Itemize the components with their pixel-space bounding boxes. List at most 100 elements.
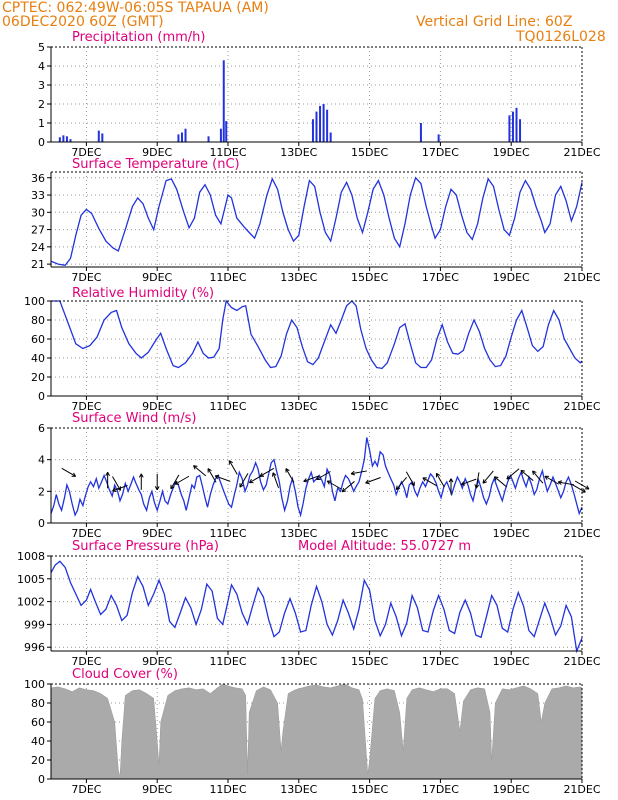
x-tick-label: 15DEC [351, 527, 388, 540]
cloud-area [50, 683, 583, 780]
x-tick-label: 11DEC [209, 655, 246, 668]
precip-bar [97, 130, 100, 142]
temp-title: Surface Temperature (nC) [72, 157, 240, 172]
precip-bar [177, 134, 180, 142]
precip-bar [311, 119, 314, 142]
y-tick-label: 80 [31, 314, 45, 327]
precip-bar [515, 107, 518, 142]
wind-arrow [544, 475, 560, 485]
wind-arrow [170, 474, 180, 490]
wind-arrow [422, 477, 437, 487]
rh-series-line [51, 299, 583, 370]
wind-arrow [557, 480, 575, 486]
wind-arrow [532, 470, 544, 484]
header-model-id: TQ0126L028 [515, 29, 606, 45]
wind-arrow [474, 472, 480, 489]
x-tick-label: 17DEC [422, 527, 459, 540]
x-tick-label: 13DEC [280, 655, 317, 668]
x-tick-label: 19DEC [493, 783, 530, 796]
wind-series-line [50, 437, 583, 518]
wind-arrow [207, 468, 217, 483]
x-tick-label: 7DEC [71, 271, 101, 284]
y-tick-label: 2 [38, 98, 45, 111]
y-tick-label: 6 [38, 422, 45, 435]
precip-bar [222, 60, 225, 142]
y-tick-label: 100 [24, 678, 45, 691]
wind-arrow [214, 474, 231, 482]
wind-panel: 0 2 4 6 7DEC 9DEC 11DEC 13DEC 15DEC 17DEC 19DEC 21D… [38, 411, 601, 540]
wind-arrow [174, 475, 190, 485]
pressure-panel: 996 999 1002 1005 1008 7DEC 9DEC 11DEC 13DEC 15DE… [17, 539, 601, 668]
x-tick-label: 21DEC [563, 655, 600, 668]
x-tick-label: 9DEC [142, 527, 172, 540]
wind-arrow [365, 477, 381, 485]
y-tick-label: 40 [31, 352, 45, 365]
precip-title: Precipitation (mm/h) [72, 30, 205, 45]
y-tick-label: 3 [38, 79, 45, 92]
x-tick-label: 13DEC [280, 783, 317, 796]
x-tick-label: 15DEC [351, 783, 388, 796]
y-tick-label: 40 [31, 735, 45, 748]
wind-arrow [460, 478, 477, 486]
y-tick-label: 60 [31, 716, 45, 729]
y-tick-label: 0 [38, 136, 45, 149]
temp-series-line [50, 176, 583, 267]
wind-arrow [154, 473, 160, 491]
wind-arrow [493, 476, 508, 488]
temp-panel: 21 24 27 30 33 36 7DEC 9DEC 11DEC 13DEC 15DEC 17DEC… [31, 157, 601, 284]
precip-bar [225, 121, 228, 142]
precip-bar [519, 119, 522, 142]
x-tick-label: 21DEC [563, 400, 600, 413]
precip-bar [207, 136, 210, 142]
cloud-title: Cloud Cover (%) [72, 667, 178, 682]
x-tick-label: 19DEC [493, 271, 530, 284]
y-tick-label: 4 [38, 454, 45, 467]
wind-arrow [316, 471, 331, 480]
model-altitude-label: Model Altitude: 55.0727 m [298, 539, 471, 554]
wind-title: Surface Wind (m/s) [72, 411, 196, 426]
x-tick-label: 17DEC [422, 400, 459, 413]
y-tick-label: 0 [38, 517, 45, 530]
wind-arrow [285, 468, 295, 483]
wind-arrow [303, 475, 319, 483]
x-tick-label: 17DEC [422, 783, 459, 796]
wind-arrow [61, 467, 77, 477]
pressure-series-line [50, 560, 583, 654]
wind-arrow [482, 470, 494, 484]
x-tick-label: 7DEC [71, 400, 101, 413]
wind-arrow [259, 467, 275, 477]
header-run-date: 06DEC2020 60Z (GMT) [2, 14, 164, 30]
x-tick-label: 13DEC [280, 527, 317, 540]
y-tick-label: 20 [31, 754, 45, 767]
precip-bar [101, 133, 104, 142]
x-tick-label: 17DEC [422, 271, 459, 284]
x-tick-label: 11DEC [209, 400, 246, 413]
precip-bar [511, 111, 514, 142]
rh-panel: 0 20 40 60 80 100 7DEC 9DEC 11DEC 13DEC 15DEC 17DEC… [24, 286, 601, 413]
y-tick-label: 20 [31, 371, 45, 384]
x-tick-label: 17DEC [422, 146, 459, 159]
y-tick-label: 4 [38, 60, 45, 73]
x-tick-label: 13DEC [280, 400, 317, 413]
x-tick-label: 11DEC [209, 783, 246, 796]
precip-bar [184, 128, 187, 142]
y-tick-label: 1 [38, 117, 45, 130]
wind-arrow [405, 471, 415, 487]
wind-arrow [326, 480, 342, 490]
x-tick-label: 19DEC [493, 527, 530, 540]
wind-arrow [448, 478, 454, 495]
x-tick-label: 19DEC [493, 655, 530, 668]
x-tick-label: 7DEC [71, 527, 101, 540]
y-tick-label: 24 [31, 241, 45, 254]
y-tick-label: 33 [31, 189, 45, 202]
x-tick-label: 15DEC [351, 400, 388, 413]
x-tick-label: 7DEC [71, 146, 101, 159]
x-tick-label: 9DEC [142, 271, 172, 284]
x-tick-label: 13DEC [280, 271, 317, 284]
precip-bar [326, 109, 329, 142]
x-tick-label: 21DEC [563, 271, 600, 284]
x-tick-label: 19DEC [493, 400, 530, 413]
wind-arrow [271, 472, 279, 488]
